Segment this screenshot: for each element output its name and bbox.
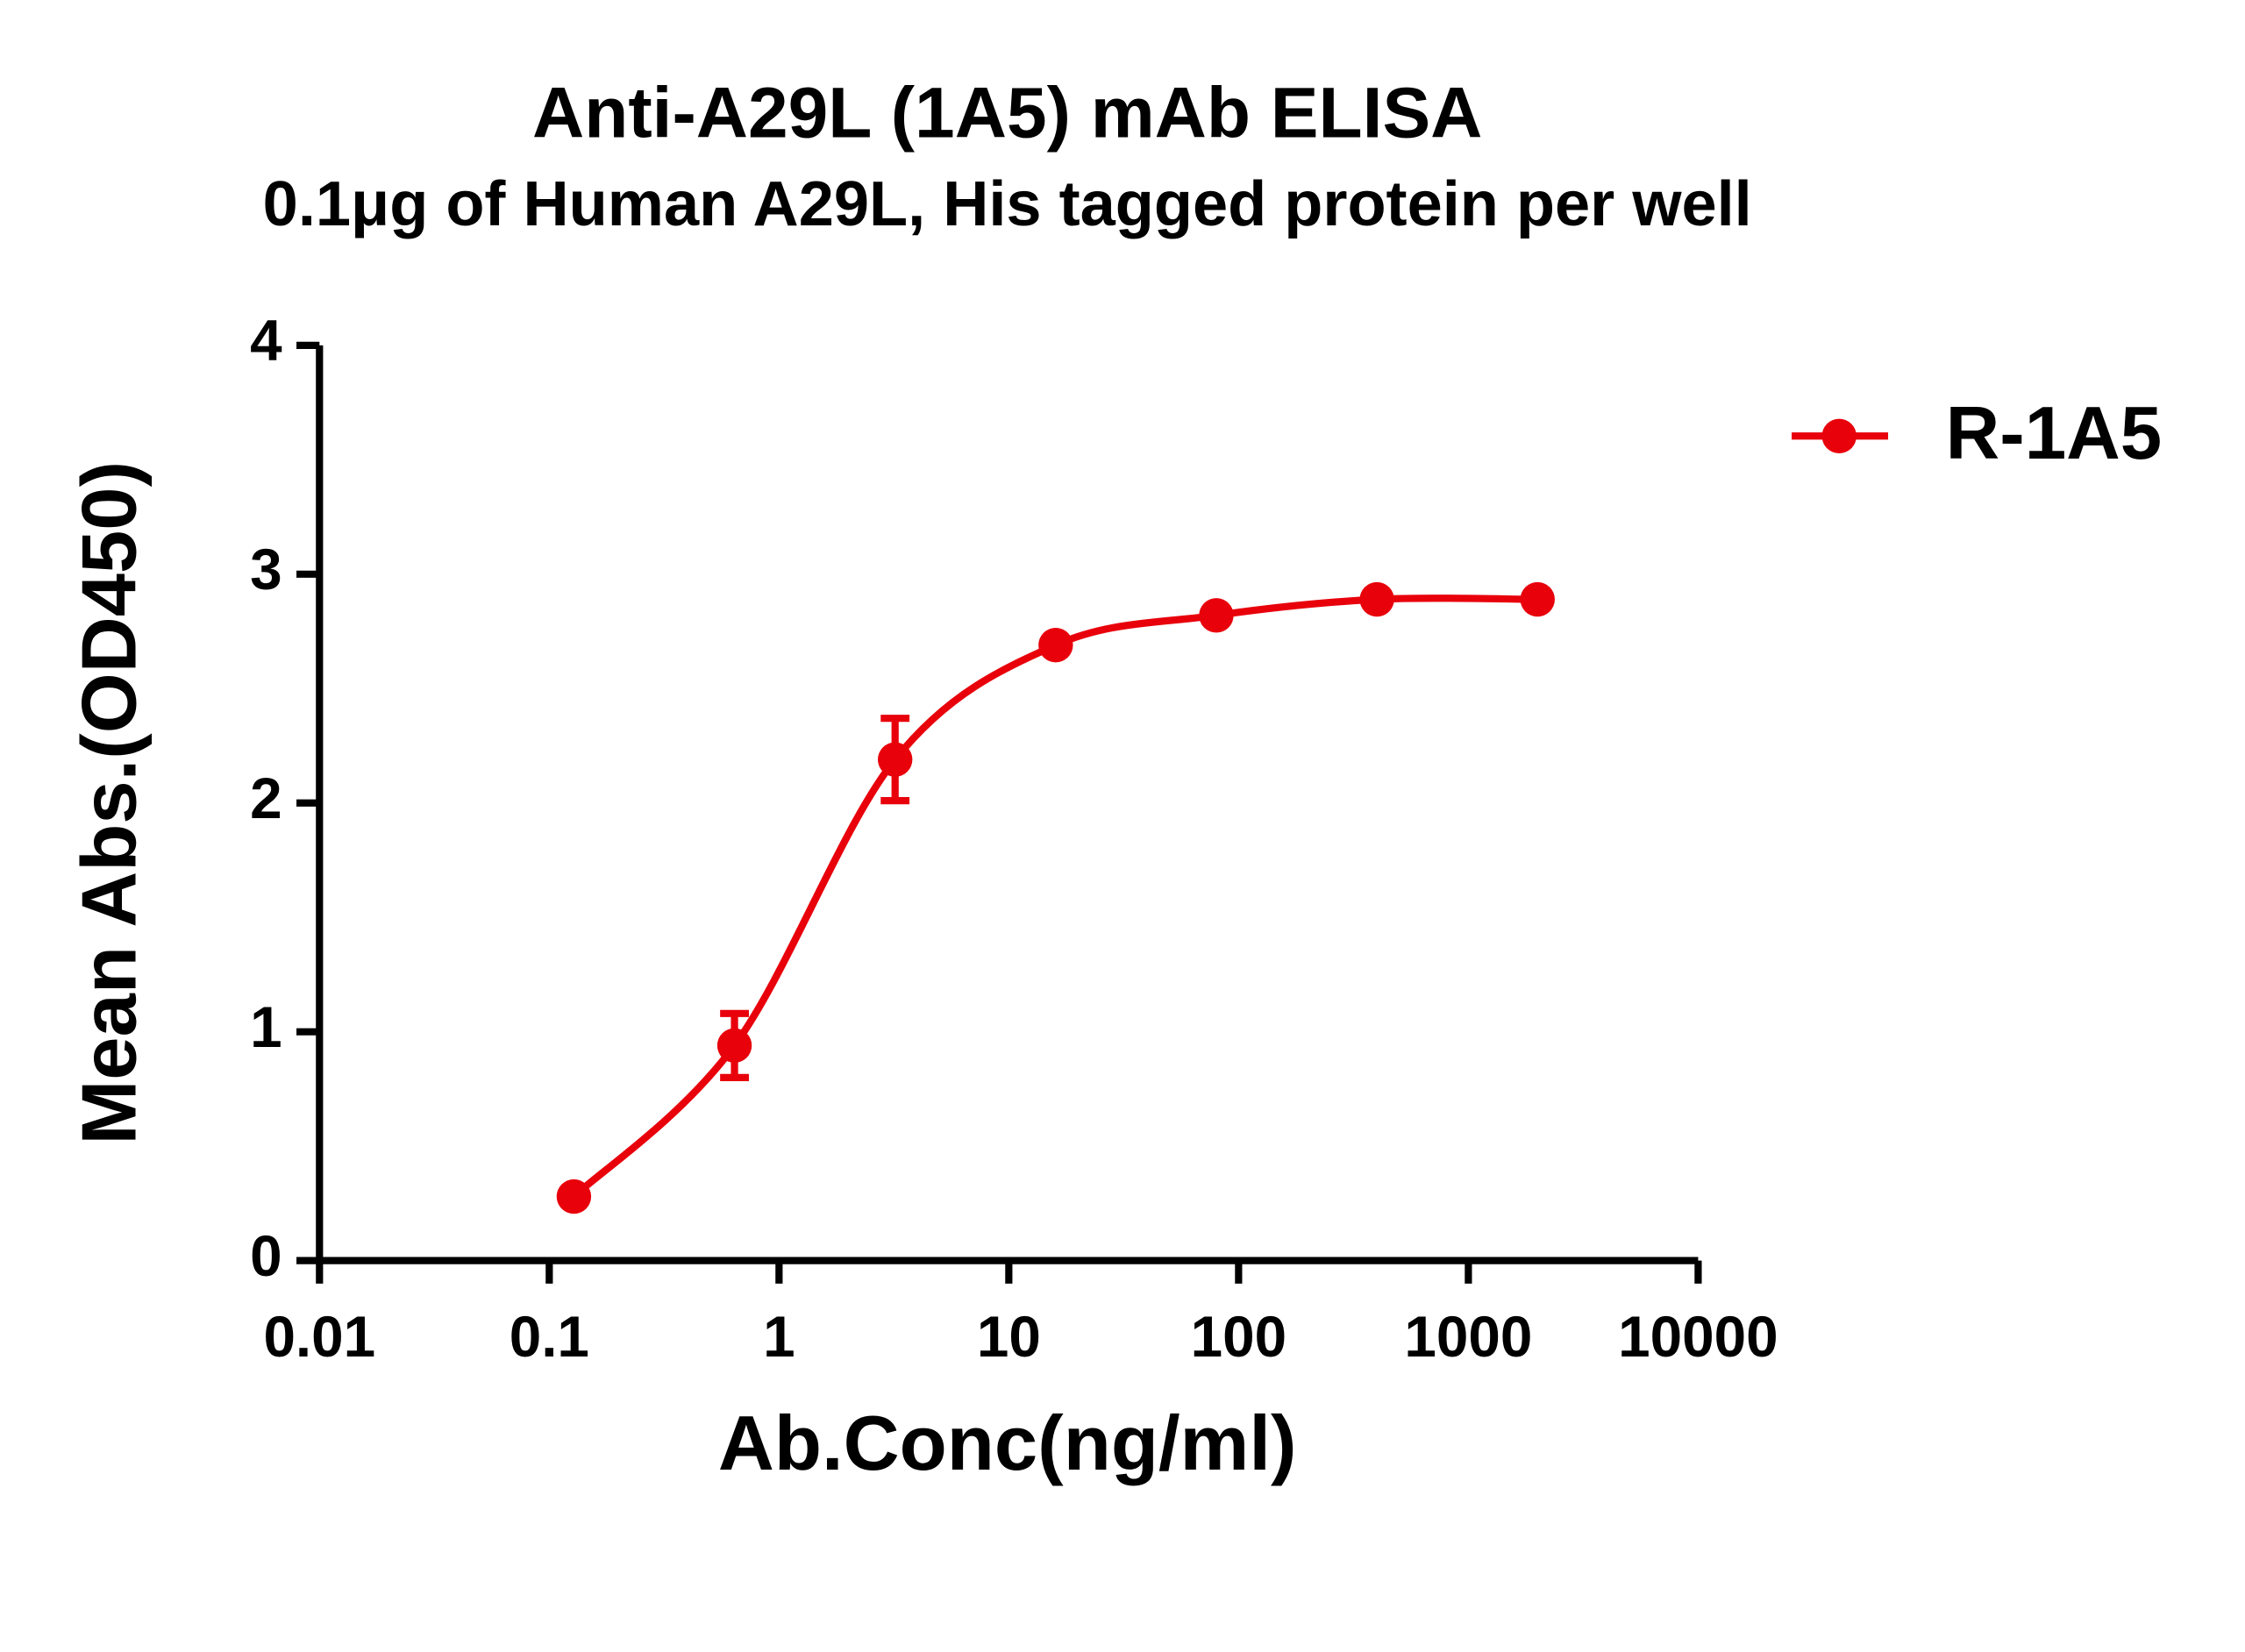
x-tick-label: 1 [763, 1305, 795, 1369]
data-point [1520, 581, 1555, 617]
chart-subtitle: 0.1μg of Human A29L, His tagged protein … [263, 169, 1752, 239]
x-tick-label: 100 [1191, 1305, 1287, 1369]
chart-title: Anti-A29L (1A5) mAb ELISA [532, 73, 1482, 153]
data-point [1359, 581, 1394, 617]
y-tick-label: 0 [250, 1224, 282, 1288]
legend-label: R-1A5 [1946, 392, 2163, 475]
x-tick-label: 0.1 [510, 1305, 589, 1369]
x-tick-label: 10000 [1618, 1305, 1778, 1369]
y-tick-label: 4 [250, 309, 282, 373]
legend-marker [1821, 418, 1857, 453]
y-axis-title: Mean Abs.(OD450) [66, 461, 153, 1145]
x-tick-label: 1000 [1404, 1305, 1532, 1369]
data-point [1038, 628, 1073, 663]
series-line [571, 595, 1538, 1200]
x-tick-label: 0.01 [263, 1305, 375, 1369]
data-point [716, 1028, 752, 1064]
data-point [1199, 598, 1234, 633]
x-tick-label: 10 [977, 1305, 1041, 1369]
y-tick-label: 1 [250, 995, 282, 1059]
data-point [556, 1178, 592, 1214]
y-tick-label: 2 [250, 766, 282, 830]
data-point [878, 742, 913, 777]
x-axis-title: Ab.Conc(ng/ml) [718, 1399, 1297, 1486]
y-tick-label: 3 [250, 538, 282, 602]
